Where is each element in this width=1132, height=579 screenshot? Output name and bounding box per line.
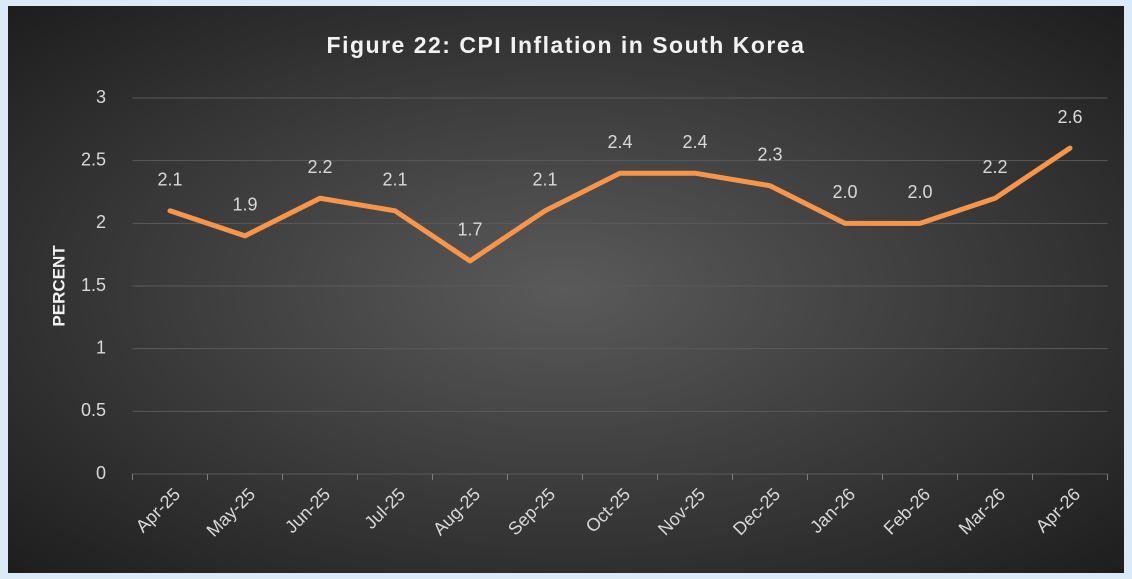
data-label: 2.2 [982,157,1007,177]
y-tick-label: 3 [96,87,106,107]
data-label: 1.7 [457,220,482,240]
data-label: 2.1 [157,170,182,190]
chart-title: Figure 22: CPI Inflation in South Korea [327,32,806,58]
data-label: 2.2 [307,157,332,177]
chart-background [8,6,1124,573]
data-label: 2.3 [757,144,782,164]
y-tick-label: 1.5 [81,275,106,295]
y-tick-label: 0.5 [81,400,106,420]
data-label: 2.0 [832,182,857,202]
y-tick-label: 1 [96,337,106,357]
data-label: 1.9 [232,195,257,215]
y-axis-label: PERCENT [49,245,68,327]
data-label: 2.1 [532,170,557,190]
data-label: 2.1 [382,170,407,190]
data-line [167,145,1073,264]
data-label: 2.0 [907,182,932,202]
data-label: 2.4 [607,132,632,152]
y-tick-label: 0 [96,463,106,483]
y-tick-label: 2 [96,212,106,232]
data-label: 2.6 [1057,107,1082,127]
data-label: 2.4 [682,132,707,152]
y-tick-label: 2.5 [81,149,106,169]
